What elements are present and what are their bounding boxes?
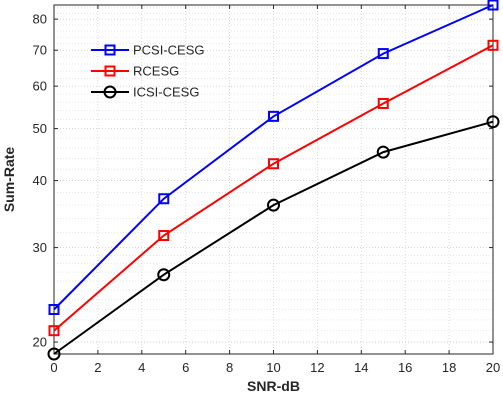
data-point-pcsi-cesg xyxy=(487,0,499,11)
series-pcsi-cesg xyxy=(48,0,499,315)
series-line-rcesg xyxy=(53,44,494,332)
data-point-rcesg xyxy=(158,229,170,241)
y-tick-label: 60 xyxy=(33,79,47,94)
x-tick-label: 12 xyxy=(310,360,324,375)
data-point-pcsi-cesg xyxy=(377,48,389,60)
legend-swatch-marker xyxy=(104,44,116,56)
data-point-rcesg xyxy=(487,39,499,51)
data-point-pcsi-cesg xyxy=(48,303,60,315)
x-tick-label: 0 xyxy=(50,360,57,375)
y-axis-label: Sum-Rate xyxy=(1,147,17,213)
x-tick-label: 14 xyxy=(354,360,368,375)
data-point-icsi-cesg xyxy=(47,347,61,361)
y-axis-ticks: 20 30 40 50 60 70 80 xyxy=(33,12,493,350)
x-axis-label: SNR-dB xyxy=(247,378,300,394)
data-point-icsi-cesg xyxy=(157,268,171,282)
legend: PCSI-CESG RCESG ICSI-CESG xyxy=(91,43,205,100)
y-tick-label: 80 xyxy=(33,12,47,27)
x-tick-label: 8 xyxy=(226,360,233,375)
x-tick-label: 10 xyxy=(266,360,280,375)
series-icsi-cesg xyxy=(47,115,500,361)
legend-entry-pcsi-cesg: PCSI-CESG xyxy=(91,43,205,58)
y-tick-label: 40 xyxy=(33,173,47,188)
data-point-pcsi-cesg xyxy=(268,110,279,122)
data-point-icsi-cesg xyxy=(376,145,390,159)
legend-swatch-marker xyxy=(103,85,117,99)
data-point-rcesg xyxy=(48,325,60,337)
y-tick-label: 70 xyxy=(33,43,47,58)
legend-entry-icsi-cesg: ICSI-CESG xyxy=(91,85,199,100)
legend-label: ICSI-CESG xyxy=(133,85,199,100)
data-point-rcesg xyxy=(377,97,389,109)
x-axis-ticks: 0 2 4 6 8 10 12 14 16 18 20 xyxy=(50,5,500,375)
series-layer xyxy=(47,0,500,361)
data-point-icsi-cesg xyxy=(267,198,280,212)
series-rcesg xyxy=(48,39,499,337)
y-tick-label: 20 xyxy=(33,335,47,350)
legend-label: PCSI-CESG xyxy=(133,43,205,58)
x-tick-label: 20 xyxy=(486,360,500,375)
legend-label: RCESG xyxy=(133,64,179,79)
series-line-pcsi-cesg xyxy=(53,4,494,311)
series-line-icsi-cesg xyxy=(53,120,494,355)
y-tick-label: 30 xyxy=(33,240,47,255)
x-tick-label: 6 xyxy=(182,360,189,375)
major-grid xyxy=(54,5,493,354)
x-tick-label: 4 xyxy=(138,360,145,375)
x-tick-label: 16 xyxy=(398,360,412,375)
x-tick-label: 18 xyxy=(442,360,456,375)
x-tick-label: 2 xyxy=(94,360,101,375)
data-point-rcesg xyxy=(268,158,279,170)
legend-swatch-marker xyxy=(104,65,116,77)
data-point-icsi-cesg xyxy=(486,115,500,129)
data-point-pcsi-cesg xyxy=(158,193,170,205)
y-tick-label: 50 xyxy=(33,121,47,136)
legend-entry-rcesg: RCESG xyxy=(91,64,179,79)
